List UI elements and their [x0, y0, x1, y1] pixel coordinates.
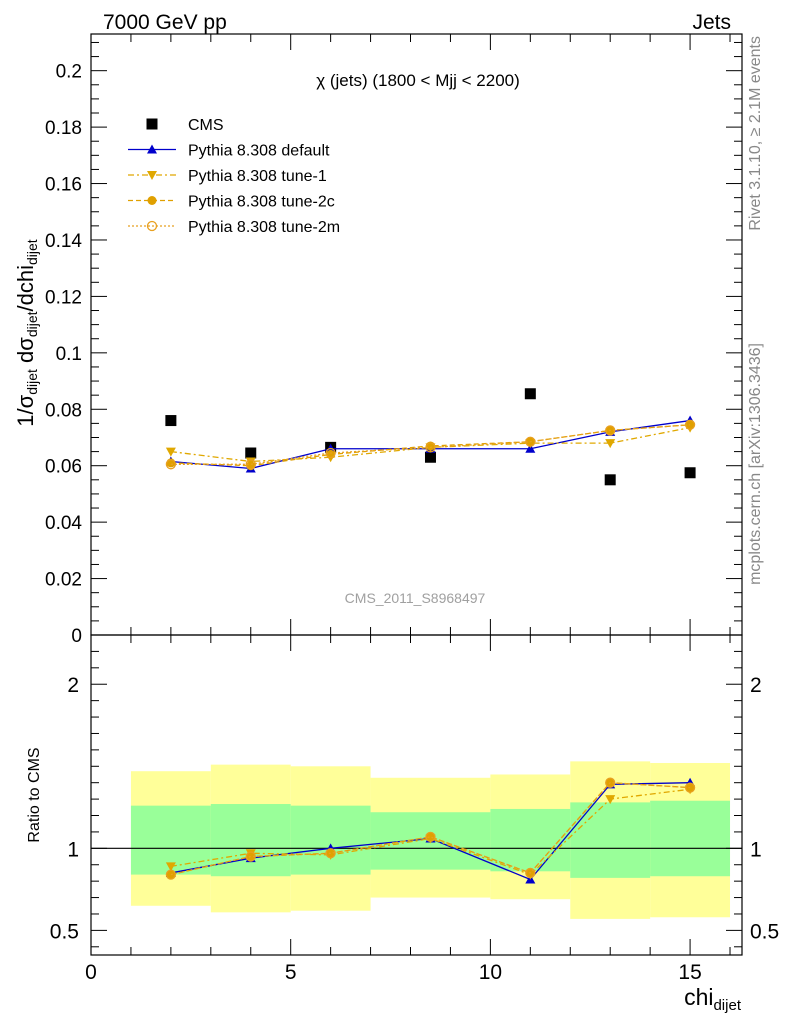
uncertainty-band-inner — [570, 802, 651, 878]
ratio-point — [325, 848, 336, 859]
ratio-y-tick-label-right: 2 — [750, 674, 762, 697]
series-4 — [165, 419, 696, 470]
data-point — [425, 442, 436, 453]
main-title: χ (jets) (1800 < Mjj < 2200) — [316, 71, 520, 90]
y-axis-label-text: 1/σdijet dσdijet/dchidijet — [13, 239, 40, 427]
data-point — [165, 415, 177, 427]
legend-marker — [146, 220, 158, 232]
y-tick-label: 0.06 — [45, 457, 82, 478]
x-axis-label-text: chidijet — [684, 984, 742, 1014]
ratio-point — [605, 777, 616, 788]
legend-marker — [146, 118, 158, 130]
y-axis-label: 1/σdijet dσdijet/dchidijet — [13, 239, 40, 427]
x-tick-label: 10 — [479, 961, 502, 984]
ratio-y-tick-label-right: 0.5 — [750, 920, 779, 943]
ratio-y-label: Ratio to CMS — [26, 747, 43, 842]
data-point — [525, 443, 536, 453]
data-point — [325, 447, 336, 459]
y-tick-label: 0 — [71, 626, 82, 647]
legend-label: Pythia 8.308 tune-1 — [188, 168, 327, 185]
y-tick-label: 0.14 — [45, 231, 82, 252]
y-tick-label: 0.12 — [45, 287, 82, 308]
uncertainty-band-inner — [210, 804, 291, 877]
ratio-plot: 0.5 0.5 1 1 2 2 0 5 10 15 — [50, 634, 779, 984]
ratio-point — [425, 831, 436, 842]
watermark: CMS_2011_S8968497 — [345, 590, 486, 606]
data-point — [684, 419, 696, 430]
legend-marker — [147, 144, 157, 154]
header-right-label: Jets — [692, 11, 731, 34]
data-point — [245, 459, 256, 470]
source-label: mcplots.cern.ch [arXiv:1306.3436] — [747, 343, 764, 585]
y-tick-label: 0.02 — [45, 570, 82, 591]
header-left-label: 7000 GeV pp — [103, 11, 227, 34]
ratio-frame — [90, 634, 743, 956]
series-line — [170, 424, 691, 465]
x-tick-label: 5 — [285, 961, 297, 984]
ratio-point — [684, 782, 696, 793]
ratio-series-line — [170, 782, 691, 876]
ratio-y-tick-label-right: 1 — [750, 838, 762, 861]
uncertainty-band-inner — [650, 800, 731, 877]
ratio-y-tick-label: 0.5 — [50, 920, 79, 943]
data-point — [605, 425, 616, 436]
uncertainty-band-inner — [290, 805, 371, 875]
main-plot: χ (jets) (1800 < Mjj < 2200) CMS_2011_S8… — [45, 33, 743, 647]
y-tick-label: 0.16 — [45, 175, 82, 196]
ratio-point — [165, 862, 176, 872]
legend-label: Pythia 8.308 tune-2c — [188, 194, 335, 211]
data-point — [604, 474, 616, 486]
ratio-point — [525, 867, 536, 879]
ratio-point — [245, 851, 256, 862]
x-axis-label: chidijet — [684, 984, 742, 1014]
data-point — [605, 439, 616, 449]
uncertainty-band-inner — [490, 808, 571, 872]
y-tick-label: 0.04 — [45, 513, 82, 534]
data-point — [165, 459, 177, 470]
data-point — [524, 388, 536, 400]
legend-marker — [147, 171, 157, 180]
ratio-point — [605, 795, 616, 805]
data-point — [684, 467, 696, 479]
y-tick-label: 0.2 — [56, 62, 82, 83]
legend: CMS Pythia 8.308 default Pythia 8.308 tune… — [128, 117, 340, 236]
y-tick-label: 0.1 — [56, 344, 82, 365]
data-point — [245, 447, 257, 459]
ratio-y-tick-label: 1 — [67, 838, 79, 861]
legend-label: Pythia 8.308 default — [188, 143, 330, 160]
data-point — [165, 447, 176, 457]
ratio-y-tick-label: 2 — [67, 674, 79, 697]
ratio-series-3 — [165, 777, 696, 880]
legend-marker — [147, 196, 157, 205]
x-tick-label: 0 — [85, 961, 97, 984]
legend-label: CMS — [188, 117, 224, 134]
rivet-label: Rivet 3.1.10, ≥ 2.1M events — [747, 36, 764, 231]
ratio-point — [425, 832, 435, 842]
legend-label: Pythia 8.308 tune-2m — [188, 219, 340, 236]
data-point — [525, 436, 536, 447]
x-tick-label: 15 — [678, 961, 701, 984]
y-tick-label: 0.18 — [45, 118, 82, 139]
data-point — [424, 451, 436, 463]
ratio-point — [165, 869, 177, 880]
y-tick-label: 0.08 — [45, 400, 82, 421]
series-0 — [165, 388, 696, 486]
